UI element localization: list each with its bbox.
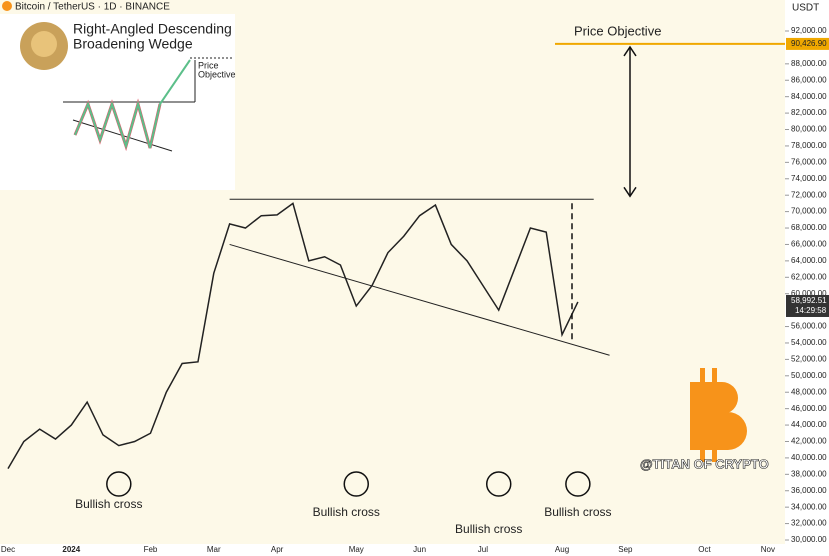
cross-label: Bullish cross <box>75 497 142 511</box>
arrowhead <box>623 45 637 198</box>
y-tick-label: 36,000.00 <box>791 486 827 495</box>
x-tick-label: Feb <box>144 545 158 554</box>
cross-label: Bullish cross <box>313 505 380 519</box>
y-tick-label: 70,000.00 <box>791 207 827 216</box>
x-tick-label: Nov <box>761 545 775 554</box>
x-tick-label: Aug <box>555 545 569 554</box>
y-tick-label: 42,000.00 <box>791 437 827 446</box>
cross-circle <box>343 471 370 497</box>
price-timer: 14:29:58 <box>795 306 827 315</box>
symbol: Bitcoin / TetherUS · 1D · BINANCE <box>15 2 170 13</box>
y-tick-label: 76,000.00 <box>791 157 827 166</box>
y-axis-panel <box>785 0 829 556</box>
y-tick-label: 82,000.00 <box>791 108 827 117</box>
y-tick-label: 56,000.00 <box>791 322 827 331</box>
y-tick-label: 46,000.00 <box>791 404 827 413</box>
y-tick-label: 66,000.00 <box>791 240 827 249</box>
y-tick-label: 68,000.00 <box>791 223 827 232</box>
watermark: @TITAN OF CRYPTO <box>640 456 769 471</box>
bitcoin-logo <box>690 368 747 462</box>
y-tick-label: 72,000.00 <box>791 190 827 199</box>
inset-title: Broadening Wedge <box>73 36 193 52</box>
cross-circle <box>565 471 591 497</box>
x-tick-label: Sep <box>618 545 633 554</box>
y-tick-label: 50,000.00 <box>791 371 827 380</box>
x-tick-label: 2024 <box>62 545 80 554</box>
y-tick-label: 60,000.00 <box>791 289 827 298</box>
cross-circle <box>485 471 512 497</box>
y-tick-label: 34,000.00 <box>791 502 827 511</box>
x-tick-label: Oct <box>698 545 711 554</box>
symbol-icon <box>2 1 12 11</box>
inset-label: Price <box>198 60 219 70</box>
y-tick-label: 38,000.00 <box>791 469 827 478</box>
y-tick-label: 78,000.00 <box>791 141 827 150</box>
x-tick-label: Dec <box>1 545 15 554</box>
y-tick-label: 84,000.00 <box>791 92 827 101</box>
inset-label: Objective <box>198 69 236 79</box>
x-tick-label: Apr <box>271 545 284 554</box>
x-axis-panel <box>0 544 785 556</box>
y-tick-label: 54,000.00 <box>791 338 827 347</box>
y-tick-label: 80,000.00 <box>791 125 827 134</box>
y-tick-label: 48,000.00 <box>791 387 827 396</box>
cross-label: Bullish cross <box>544 505 611 519</box>
cross-circle <box>106 471 132 497</box>
y-tick-label: 44,000.00 <box>791 420 827 429</box>
y-tick-label: 92,000.00 <box>791 26 827 35</box>
y-tick-label: 62,000.00 <box>791 272 827 281</box>
y-tick-label: 74,000.00 <box>791 174 827 183</box>
y-tick-label: 52,000.00 <box>791 354 827 363</box>
y-tick-label: 40,000.00 <box>791 453 827 462</box>
y-tick-label: 30,000.00 <box>791 535 827 544</box>
y-tick-label: 86,000.00 <box>791 75 827 84</box>
x-tick-label: Mar <box>207 545 221 554</box>
y-tick-label: 88,000.00 <box>791 59 827 68</box>
x-tick-label: Jul <box>478 545 488 554</box>
logo-face <box>31 31 57 57</box>
inset-title: Right-Angled Descending <box>73 21 232 37</box>
objective-tag <box>786 37 829 50</box>
x-tick-label: May <box>349 545 364 554</box>
price-label: 58,992.51 <box>791 296 827 305</box>
objective-text: Price Objective <box>574 23 661 38</box>
price-line <box>7 202 579 469</box>
objective-label: 90,426.90 <box>791 39 827 48</box>
x-tick-label: Jun <box>413 545 426 554</box>
cross-label: Bullish cross <box>455 522 522 536</box>
trendline <box>229 243 610 356</box>
y-tick-label: 64,000.00 <box>791 256 827 265</box>
inset-breakout <box>74 59 191 150</box>
currency: USDT <box>792 3 819 14</box>
y-tick-label: 32,000.00 <box>791 519 827 528</box>
price-tag <box>786 294 829 317</box>
